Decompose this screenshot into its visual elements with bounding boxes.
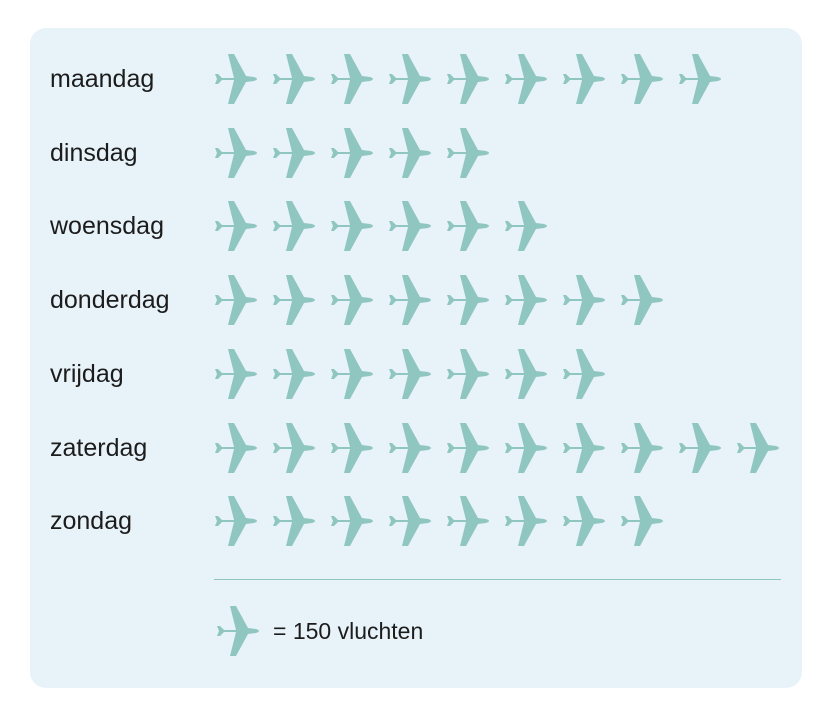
airplane-icon (621, 422, 663, 473)
airplane-icon (447, 422, 489, 473)
airplane-icon (215, 127, 257, 178)
airplane-icon (389, 496, 431, 547)
row-dinsdag: dinsdag (30, 127, 802, 178)
day-label: maandag (50, 65, 155, 93)
airplane-icon (331, 201, 373, 252)
airplane-icon (621, 496, 663, 547)
airplane-icon (331, 275, 373, 326)
airplane-icon (447, 127, 489, 178)
airplane-icon (273, 496, 315, 547)
airplane-icon (505, 496, 547, 547)
day-label: donderdag (50, 286, 170, 315)
day-label: woensdag (50, 212, 164, 241)
row-woensdag: woensdag (30, 201, 802, 252)
airplane-icon (447, 496, 489, 547)
pictogram-chart: maandag dinsdag woensdag donderdag vrijdag za… (30, 28, 802, 688)
legend-airplane-icon (217, 606, 259, 656)
airplane-icon (447, 54, 489, 104)
airplane-icon (679, 422, 721, 473)
airplane-icon (215, 275, 257, 326)
airplane-icon (447, 348, 489, 399)
airplane-icon (389, 348, 431, 399)
airplane-icon (621, 275, 663, 326)
airplane-icon (505, 201, 547, 252)
airplane-icon (273, 127, 315, 178)
airplane-icon (273, 54, 315, 104)
row-vrijdag: vrijdag (30, 348, 802, 399)
airplane-icon (563, 496, 605, 547)
airplane-icon (505, 54, 547, 104)
airplane-icon (273, 348, 315, 399)
airplane-icon (273, 275, 315, 326)
airplane-icon (505, 348, 547, 399)
airplane-icon (273, 422, 315, 473)
airplane-icon (563, 275, 605, 326)
legend-label: = 150 vluchten (273, 618, 424, 644)
airplane-icon (331, 54, 373, 104)
row-zondag: zondag (30, 496, 802, 547)
day-label: vrijdag (50, 359, 124, 388)
airplane-icon (563, 54, 605, 104)
row-donderdag: donderdag (30, 275, 802, 326)
airplane-icon (563, 348, 605, 399)
day-label: dinsdag (50, 138, 138, 167)
airplane-icon (215, 422, 257, 473)
airplane-icon (215, 201, 257, 252)
airplane-icon (505, 422, 547, 473)
row-maandag: maandag (30, 54, 802, 104)
airplane-icon (331, 348, 373, 399)
airplane-icon (447, 275, 489, 326)
day-label: zondag (50, 507, 133, 536)
day-label: zaterdag (50, 433, 148, 462)
airplane-icon (331, 496, 373, 547)
airplane-icon (389, 201, 431, 252)
airplane-icon (679, 54, 721, 104)
airplane-icon (737, 422, 779, 473)
airplane-icon (215, 348, 257, 399)
airplane-icon (273, 201, 315, 252)
airplane-icon (563, 422, 605, 473)
airplane-icon (447, 201, 489, 252)
legend-divider (214, 579, 781, 580)
airplane-icon (621, 54, 663, 104)
airplane-icon (389, 422, 431, 473)
airplane-icon (331, 422, 373, 473)
row-zaterdag: zaterdag (30, 422, 802, 473)
airplane-icon (389, 54, 431, 104)
airplane-icon (215, 496, 257, 547)
airplane-icon (215, 54, 257, 104)
airplane-icon (331, 127, 373, 178)
airplane-icon (505, 275, 547, 326)
airplane-icon (389, 275, 431, 326)
airplane-icon (389, 127, 431, 178)
